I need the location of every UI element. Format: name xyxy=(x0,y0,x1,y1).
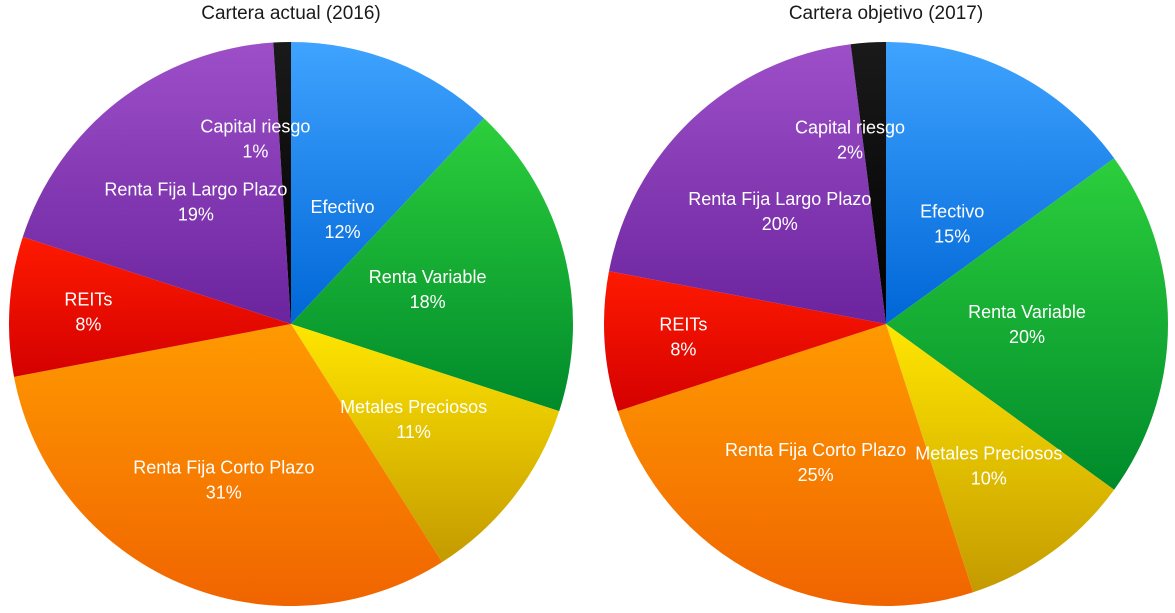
slice-name-renta-variable: Renta Variable xyxy=(968,302,1086,322)
slice-name-capital-riesgo: Capital riesgo xyxy=(200,116,310,136)
slice-label-capital-riesgo: Capital riesgo 2% xyxy=(795,118,905,163)
slice-label-renta-fija-corto-plazo: Renta Fija Corto Plazo 31% xyxy=(133,457,314,502)
slice-value-renta-fija-largo-plazo: 20% xyxy=(762,214,798,234)
slice-value-efectivo: 12% xyxy=(324,222,360,242)
pie-slice-renta-fija-corto-plazo xyxy=(617,324,974,607)
chart-title-current: Cartera actual (2016) xyxy=(201,3,381,24)
slice-label-renta-variable: Renta Variable 20% xyxy=(968,302,1086,347)
pie-slice-efectivo xyxy=(291,42,485,324)
pie-slice-reits xyxy=(8,236,292,377)
pie-labels-target: Efectivo 15% Renta Variable 20% Metales Prec… xyxy=(659,118,1085,489)
slice-value-efectivo: 15% xyxy=(934,227,970,247)
slice-name-renta-fija-largo-plazo: Renta Fija Largo Plazo xyxy=(688,189,871,209)
slice-label-renta-fija-largo-plazo: Renta Fija Largo Plazo 19% xyxy=(104,179,287,224)
pie-slice-metales-preciosos xyxy=(291,324,560,563)
slice-label-reits: REITs 8% xyxy=(64,289,112,334)
pie-slice-metales-preciosos xyxy=(886,324,1115,593)
slice-label-renta-fija-largo-plazo: Renta Fija Largo Plazo 20% xyxy=(688,189,871,234)
slice-value-reits: 8% xyxy=(670,340,696,360)
slice-value-metales-preciosos: 11% xyxy=(396,422,431,442)
slice-value-capital-riesgo: 2% xyxy=(837,143,863,163)
pie-slice-reits xyxy=(603,271,886,412)
slice-value-reits: 8% xyxy=(75,314,101,334)
pie-chart-current: Cartera actual (2016) Efectivo 12% Renta V… xyxy=(8,3,574,607)
pie-slice-capital-riesgo xyxy=(273,42,291,324)
pie-labels-current: Efectivo 12% Renta Variable 18% Metales Prec… xyxy=(64,116,487,502)
slice-value-renta-variable: 20% xyxy=(1009,327,1045,347)
slice-name-reits: REITs xyxy=(64,289,112,309)
pie-slice-renta-fija-largo-plazo xyxy=(608,44,886,324)
pie-slices-current xyxy=(8,42,574,607)
slice-name-efectivo: Efectivo xyxy=(310,197,374,217)
pie-slice-efectivo xyxy=(886,42,1115,324)
slice-label-renta-variable: Renta Variable 18% xyxy=(369,267,487,312)
slice-name-metales-preciosos: Metales Preciosos xyxy=(915,443,1062,463)
pie-slice-renta-fija-largo-plazo xyxy=(22,42,292,325)
slice-name-renta-fija-corto-plazo: Renta Fija Corto Plazo xyxy=(725,440,906,460)
slice-label-renta-fija-corto-plazo: Renta Fija Corto Plazo 25% xyxy=(725,440,906,485)
slice-label-metales-preciosos: Metales Preciosos 11% xyxy=(340,397,487,442)
slice-value-metales-preciosos: 10% xyxy=(971,468,1007,488)
slice-name-renta-variable: Renta Variable xyxy=(369,267,487,287)
slice-value-renta-fija-corto-plazo: 31% xyxy=(206,482,242,502)
slice-label-efectivo: Efectivo 12% xyxy=(310,197,374,242)
chart-title-target: Cartera objetivo (2017) xyxy=(789,3,983,24)
slice-name-capital-riesgo: Capital riesgo xyxy=(795,118,905,138)
slice-label-metales-preciosos: Metales Preciosos 10% xyxy=(915,443,1062,488)
slice-value-renta-variable: 18% xyxy=(410,292,446,312)
pie-slice-capital-riesgo xyxy=(850,42,886,324)
slice-value-renta-fija-largo-plazo: 19% xyxy=(178,204,214,224)
slice-name-efectivo: Efectivo xyxy=(920,202,984,222)
slice-name-metales-preciosos: Metales Preciosos xyxy=(340,397,487,417)
slice-label-efectivo: Efectivo 15% xyxy=(920,202,984,247)
slice-name-renta-fija-corto-plazo: Renta Fija Corto Plazo xyxy=(133,457,314,477)
pie-slice-renta-variable xyxy=(291,118,574,412)
slice-value-capital-riesgo: 1% xyxy=(242,141,268,161)
pie-slice-renta-variable xyxy=(886,158,1169,490)
pie-slice-renta-fija-corto-plazo xyxy=(13,324,443,607)
slice-value-renta-fija-corto-plazo: 25% xyxy=(798,465,834,485)
slice-label-capital-riesgo: Capital riesgo 1% xyxy=(200,116,310,161)
pie-slices-target xyxy=(603,42,1169,607)
slice-name-renta-fija-largo-plazo: Renta Fija Largo Plazo xyxy=(104,179,287,199)
pie-chart-target: Cartera objetivo (2017) Efectivo 15% Renta… xyxy=(603,3,1169,607)
slice-label-reits: REITs 8% xyxy=(659,315,707,360)
slice-name-reits: REITs xyxy=(659,315,707,335)
